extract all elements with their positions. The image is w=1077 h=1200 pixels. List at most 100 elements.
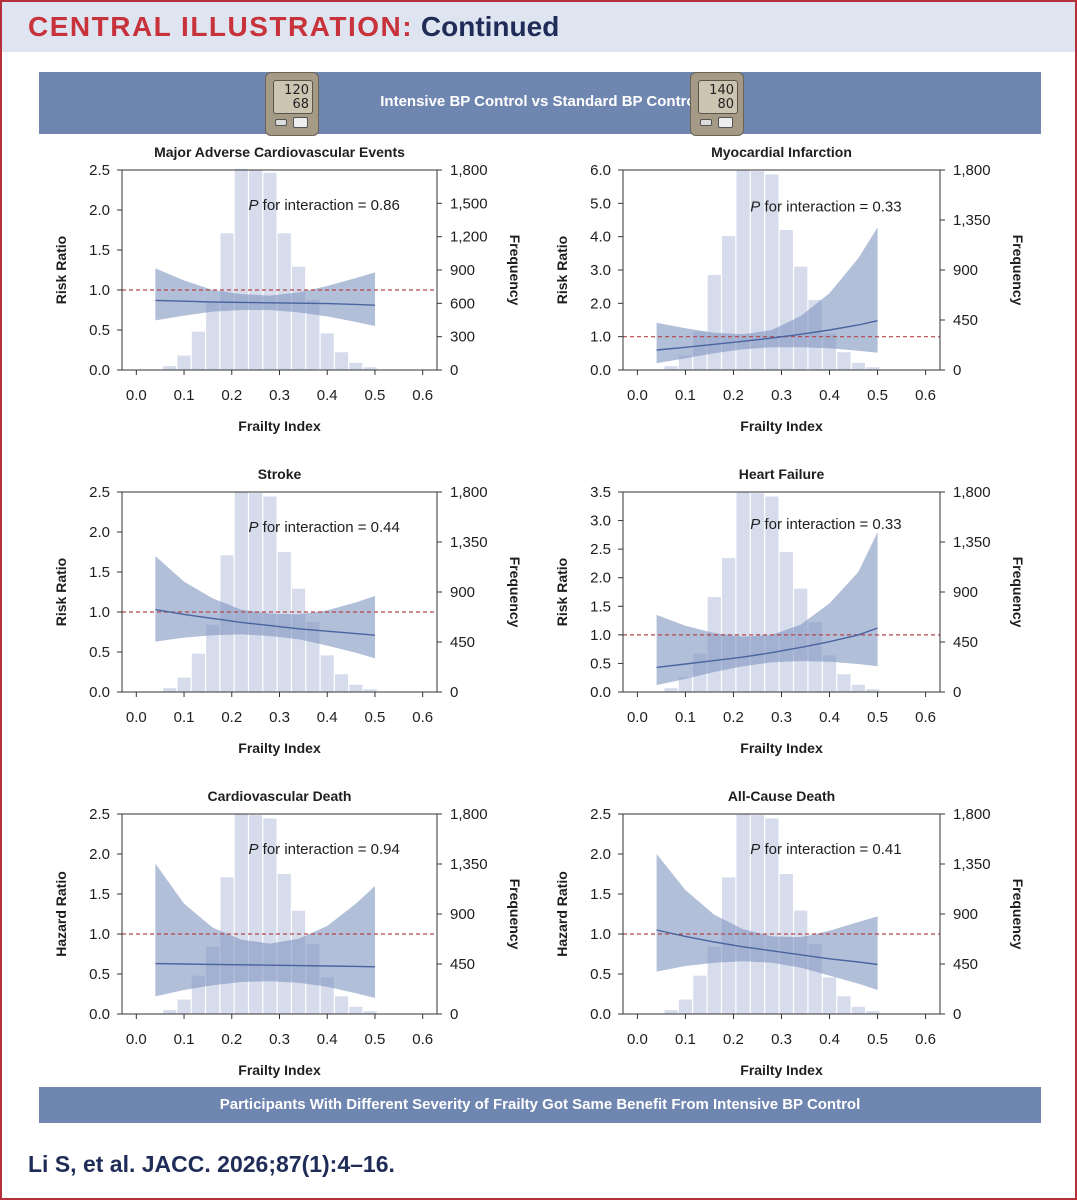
x-tick-label: 0.4 [317,1031,338,1048]
histogram-bar [707,275,721,370]
x-tick-label: 0.3 [269,387,290,404]
histogram-bar [736,814,750,1014]
y-tick-label: 1.5 [89,242,110,259]
x-axis-label: Frailty Index [238,1062,321,1078]
x-axis-label: Frailty Index [238,740,321,756]
histogram-bar [363,689,377,692]
x-tick-label: 0.1 [675,1031,696,1048]
y2-axis-label: Frequency [507,235,523,306]
p-symbol: P [750,841,760,858]
y2-tick-label: 1,350 [450,856,488,873]
y2-tick-label: 1,200 [450,229,488,246]
monitor-button-icon [700,119,712,126]
x-tick-label: 0.4 [819,1031,840,1048]
y2-tick-label: 450 [953,312,978,329]
x-tick-label: 0.4 [819,709,840,726]
histogram-bar [765,818,779,1014]
histogram-bar [736,170,750,370]
y2-tick-label: 450 [953,956,978,973]
y-axis-label: Risk Ratio [554,558,570,626]
y2-tick-label: 0 [450,1006,458,1023]
histogram-bar [678,677,693,692]
x-tick-label: 0.3 [771,709,792,726]
y2-axis-label: Frequency [507,557,523,628]
x-tick-label: 0.3 [771,1031,792,1048]
p-value-text: for interaction = 0.94 [258,841,399,858]
histogram-bar [750,815,765,1014]
y-tick-label: 1.0 [89,282,110,299]
histogram-bar [779,230,793,370]
header-bar: CENTRAL ILLUSTRATION: Continued [2,2,1075,52]
y-tick-label: 2.0 [590,846,611,863]
chart-title: Stroke [258,466,302,482]
histogram-bar [363,1011,377,1014]
y2-axis-label: Frequency [1010,235,1026,306]
histogram-bar [292,588,306,692]
histogram-bar [263,496,277,692]
histogram-bar [334,352,349,370]
histogram-bar [851,684,865,692]
p-value-text: for interaction = 0.41 [760,841,901,858]
x-tick-label: 0.6 [915,387,936,404]
histogram-bar [320,333,334,370]
histogram-bar [191,653,205,692]
x-tick-label: 0.1 [174,1031,195,1048]
y2-tick-label: 300 [450,329,475,346]
confidence-band [155,268,375,326]
p-value-text: for interaction = 0.33 [760,199,901,216]
y2-tick-label: 1,800 [450,484,488,501]
x-tick-label: 0.1 [675,387,696,404]
y2-tick-label: 1,350 [450,534,488,551]
histogram-bar [177,355,191,370]
y-tick-label: 0.0 [89,1006,110,1023]
y-tick-label: 2.5 [89,162,110,179]
p-symbol: P [248,841,258,858]
x-axis-label: Frailty Index [740,1062,823,1078]
interaction-annotation: P for interaction = 0.41 [750,841,901,858]
y2-tick-label: 0 [450,684,458,701]
y-tick-label: 1.0 [89,926,110,943]
histogram-bar [664,688,678,692]
y2-tick-label: 900 [450,906,475,923]
x-tick-label: 0.0 [627,709,648,726]
bp-screen: 140 80 [698,80,738,114]
histogram-bar [349,362,363,370]
confidence-band [656,532,878,686]
y2-axis-label: Frequency [507,879,523,950]
histogram-bar [822,655,837,692]
x-axis-label: Frailty Index [740,418,823,434]
x-tick-label: 0.6 [412,1031,433,1048]
y-tick-label: 2.5 [590,806,611,823]
histogram-bar [349,684,363,692]
risk-ratio-line [656,627,878,669]
y-tick-label: 0.0 [590,684,611,701]
histogram-bar [163,688,177,692]
y2-tick-label: 1,800 [450,806,488,823]
y-tick-label: 0.5 [89,966,110,983]
chart-title: Cardiovascular Death [208,788,352,804]
histogram-bar [707,946,721,1014]
bp-screen: 120 68 [273,80,313,114]
y-tick-label: 1.5 [590,886,611,903]
y-axis-label: Risk Ratio [554,236,570,304]
y-tick-label: 0.5 [89,322,110,339]
y-axis-label: Risk Ratio [53,558,69,626]
y-tick-label: 3.5 [590,484,611,501]
interaction-annotation: P for interaction = 0.44 [248,519,399,536]
risk-ratio-line [155,608,376,636]
histogram-bar [163,366,177,370]
conclusion-banner: Participants With Different Severity of … [39,1087,1041,1123]
histogram-bar [678,355,693,370]
y-tick-label: 1.0 [590,627,611,644]
histogram-bar [851,362,865,370]
y-tick-label: 4.0 [590,229,611,246]
x-tick-label: 0.3 [269,1031,290,1048]
risk-ratio-line [155,962,376,968]
p-value-text: for interaction = 0.44 [258,519,399,536]
confidence-band [656,854,878,990]
y2-tick-label: 0 [450,362,458,379]
x-tick-label: 0.2 [221,1031,242,1048]
chart-panel-5: Cardiovascular Death 0.0 0.5 1.0 1.5 2.0 2.5 0 4… [53,788,523,1078]
y-tick-label: 2.5 [89,806,110,823]
